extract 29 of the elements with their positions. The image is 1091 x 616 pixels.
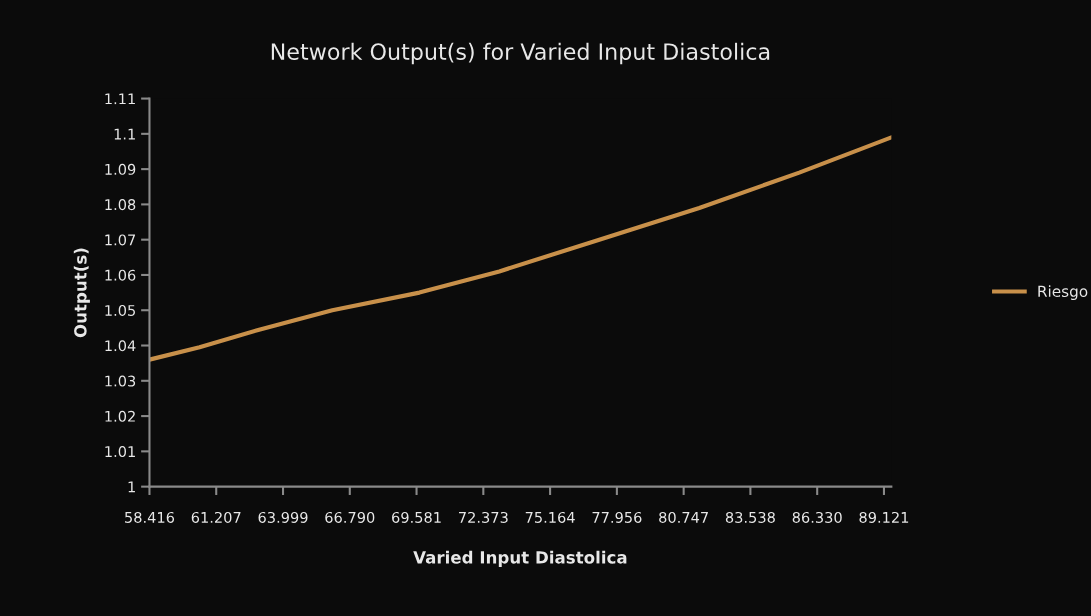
x-tick-label: 66.790 (325, 511, 375, 523)
x-tick-label: 75.164 (525, 511, 575, 523)
x-tick-label: 77.956 (592, 511, 642, 523)
x-tick-label: 86.330 (792, 511, 842, 523)
x-tick-label: 61.207 (191, 511, 241, 523)
x-tick-label: 89.121 (859, 511, 909, 523)
y-tick-label: 1.05 (105, 304, 135, 316)
line-series (149, 135, 892, 362)
y-tick-label: 1.03 (105, 375, 136, 387)
x-tick-label: 80.747 (659, 511, 708, 523)
chart-title: Network Output(s) for Varied Input Diastolica (271, 42, 770, 65)
x-axis-title: Varied Input Diastolica (413, 550, 627, 567)
y-tick-label: 1.08 (105, 199, 136, 211)
y-tick-label: 1.09 (105, 163, 136, 175)
y-tick-label: 1.02 (105, 410, 135, 422)
legend-label: Riesgo (1038, 285, 1088, 300)
x-tick-label: 69.581 (392, 511, 441, 523)
y-tick-label: 1.1 (114, 128, 135, 140)
y-tick-label: 1.01 (105, 446, 135, 458)
x-tick-label: 58.416 (125, 511, 175, 523)
x-tick-label: 72.373 (459, 511, 508, 523)
x-tick-label: 83.538 (725, 511, 775, 523)
y-tick-label: 1.04 (105, 340, 136, 352)
y-tick-label: 1.07 (105, 234, 136, 246)
y-tick-label: 1 (128, 481, 135, 493)
y-tick-label: 1.11 (105, 93, 135, 105)
y-axis-title: Output(s) (73, 248, 90, 338)
y-tick-label: 1.06 (105, 269, 136, 281)
x-tick-label: 63.999 (258, 511, 308, 523)
